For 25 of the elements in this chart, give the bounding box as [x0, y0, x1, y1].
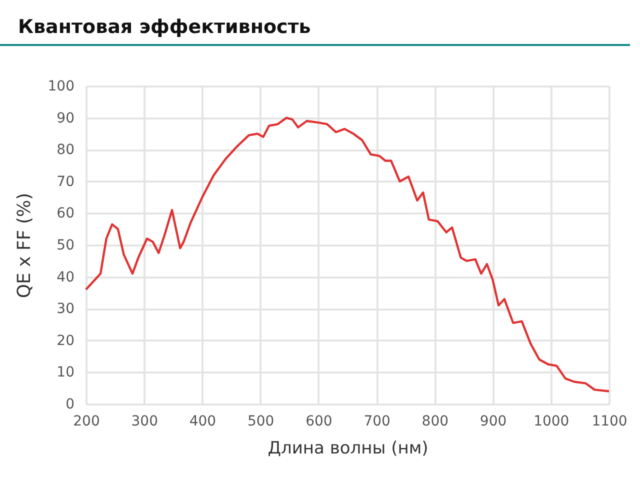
x-tick-label: 800: [422, 414, 449, 430]
x-tick-label: 200: [73, 414, 100, 430]
y-tick-label: 40: [56, 269, 74, 286]
x-axis-title: Длина волны (нм): [268, 438, 428, 458]
x-tick-label: 300: [131, 414, 158, 430]
y-tick-label: 20: [56, 332, 74, 349]
x-tick-label: 600: [306, 414, 332, 430]
x-tick-label: 700: [364, 414, 390, 430]
y-tick-label: 0: [66, 396, 74, 412]
x-tick-label: 900: [480, 414, 507, 430]
y-tick-label: 70: [56, 174, 74, 190]
chart-title: Квантовая эффективность: [0, 0, 630, 46]
x-tick-label: 500: [247, 414, 274, 430]
y-tick-label: 80: [56, 142, 74, 158]
y-tick-label: 60: [56, 206, 74, 222]
x-tick-label: 400: [189, 414, 216, 430]
y-tick-label: 50: [56, 238, 74, 254]
y-axis-title: QE x FF (%): [14, 192, 35, 298]
x-tick-label: 1100: [592, 414, 628, 430]
x-tick-label: 1000: [534, 414, 570, 430]
y-tick-label: 30: [56, 301, 74, 318]
y-tick-label: 10: [56, 364, 74, 381]
y-tick-label: 90: [56, 110, 74, 126]
y-tick-label: 100: [48, 78, 74, 94]
line-series: [84, 116, 610, 392]
